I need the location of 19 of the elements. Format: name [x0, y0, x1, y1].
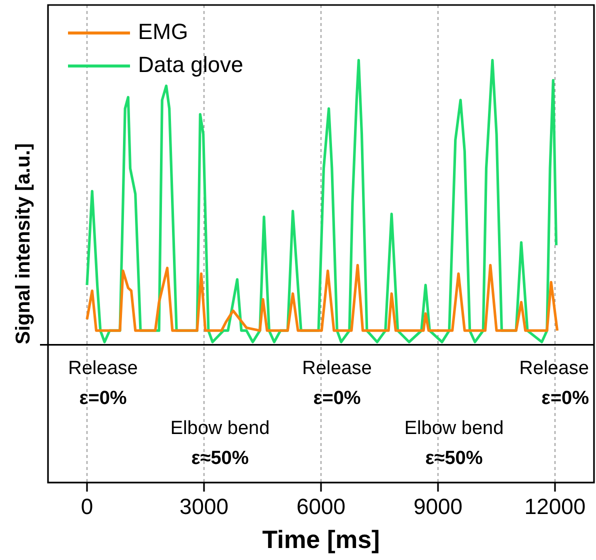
x-axis-title: Time [ms] [262, 526, 380, 554]
x-tick-label: 0 [80, 494, 94, 519]
legend-label: EMG [138, 19, 188, 44]
text: ε=0% [313, 388, 361, 410]
text: Release [519, 358, 590, 380]
x-tick-label: 9000 [414, 494, 462, 519]
text: ε≈50% [191, 448, 249, 470]
y-axis-title: Signal intensity [a.u.] [12, 143, 35, 344]
text: Release [302, 358, 372, 380]
text: ε≈50% [425, 448, 483, 470]
text: Release [68, 358, 138, 380]
legend-label: Data glove [138, 52, 244, 78]
x-tick-label: 3000 [180, 494, 228, 519]
text: ε=0% [79, 388, 127, 410]
text: Elbow bend [170, 418, 270, 440]
x-tick-label: 12000 [524, 494, 586, 519]
text: Elbow bend [404, 418, 504, 440]
x-tick-label: 6000 [296, 494, 346, 519]
text: ε=0% [541, 388, 590, 410]
